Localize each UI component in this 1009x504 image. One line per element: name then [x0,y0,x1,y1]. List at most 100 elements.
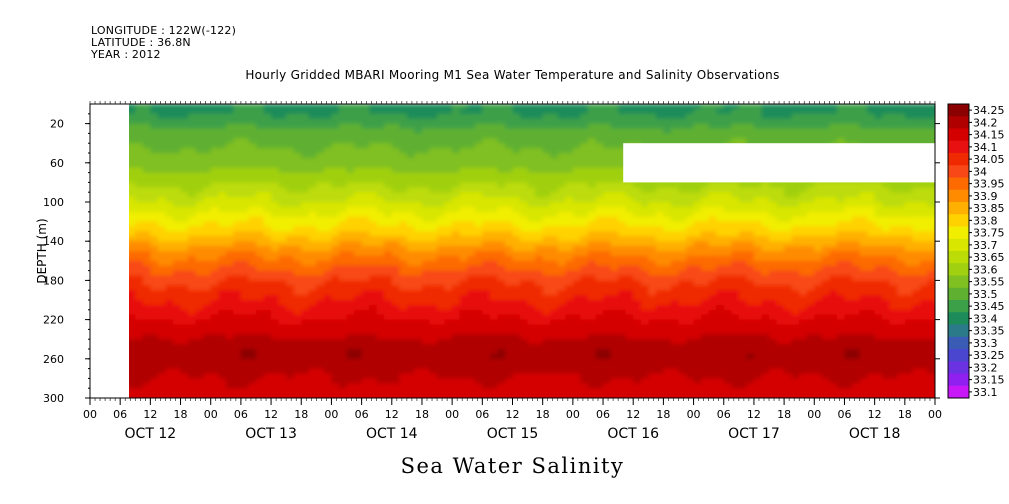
colorbar-swatch [948,153,969,166]
x-tick-label: 00 [204,408,218,421]
colorbar-swatch [948,226,969,240]
x-tick-label: 00 [807,408,821,421]
colorbar-swatch [948,385,969,399]
salinity-field [90,104,935,398]
colorbar-swatch [948,287,969,301]
colorbar-label: 33.1 [973,386,998,399]
y-axis-label: DEPTH (m) [35,218,49,283]
colorbar-swatch [948,238,969,252]
x-tick-label: 12 [143,408,157,421]
year-label: YEAR : 2012 [91,48,161,61]
x-tick-label: 18 [656,408,670,421]
colorbar-label: 33.65 [973,251,1005,264]
colorbar-label: 33.45 [973,300,1005,313]
x-tick-label: 00 [687,408,701,421]
x-tick-label: 06 [717,408,731,421]
colorbar-label: 33.2 [973,361,998,374]
colorbar-swatch [948,300,969,313]
x-tick-label: 18 [294,408,308,421]
colorbar-label: 34.25 [973,104,1005,117]
colorbar-swatch [948,177,969,191]
x-tick-label: 06 [113,408,127,421]
colorbar-label: 34 [973,165,987,178]
x-tick-label: 06 [475,408,489,421]
colorbar-label: 33.55 [973,276,1005,289]
colorbar-label: 34.05 [973,153,1005,166]
x-tick-label: 12 [264,408,278,421]
colorbar-label: 33.8 [973,214,998,227]
variable-title: Sea Water Salinity [400,454,625,478]
missing-data-block [623,143,935,183]
no-data-start [90,104,125,398]
y-tick-label: 100 [43,196,64,209]
colorbar-label: 33.25 [973,349,1005,362]
x-tick-label: 00 [83,408,97,421]
colorbar-label: 33.9 [973,190,998,203]
x-tick-label: 00 [928,408,942,421]
salinity-contours [129,104,935,398]
x-tick-label: 00 [445,408,459,421]
colorbar-label: 33.35 [973,325,1005,338]
y-tick-label: 220 [43,314,64,327]
x-tick-label: 12 [626,408,640,421]
colorbar-label: 33.4 [973,312,998,325]
x-tick-label: 12 [868,408,882,421]
x-day-label: OCT 15 [487,426,539,442]
x-tick-label: 12 [506,408,520,421]
x-tick-label: 12 [747,408,761,421]
colorbar-swatch [948,104,969,117]
x-day-label: OCT 14 [366,426,418,442]
x-day-label: OCT 18 [849,426,901,442]
colorbar-swatch [948,263,969,276]
x-tick-label: 00 [324,408,338,421]
colorbar-swatch [948,275,969,289]
colorbar-swatch [948,336,969,350]
colorbar-label: 34.2 [973,116,998,129]
colorbar-swatch [948,312,969,325]
colorbar-swatch [948,165,969,178]
y-tick-label: 260 [43,353,64,366]
x-tick-label: 06 [234,408,248,421]
colorbar-swatch [948,202,969,215]
x-tick-label: 06 [596,408,610,421]
colorbar-swatch [948,324,969,338]
colorbar-swatch [948,251,969,264]
x-tick-label: 18 [777,408,791,421]
colorbar-label: 34.1 [973,141,998,154]
colorbar-label: 33.5 [973,288,998,301]
colorbar-swatch [948,349,969,362]
colorbar-swatch [948,214,969,227]
x-tick-label: 00 [566,408,580,421]
x-day-label: OCT 12 [125,426,177,442]
colorbar-swatch [948,189,969,203]
x-tick-label: 18 [174,408,188,421]
chart-title: Hourly Gridded MBARI Mooring M1 Sea Wate… [245,68,780,82]
colorbar-label: 33.6 [973,263,998,276]
x-day-label: OCT 17 [728,426,780,442]
colorbar-label: 34.15 [973,129,1005,142]
colorbar-frame [947,103,970,399]
y-tick-label: 60 [50,157,64,170]
latitude-label: LATITUDE : 36.8N [91,36,191,49]
colorbar-label: 33.3 [973,337,998,350]
colorbar-swatch [948,373,969,387]
y-tick-label: 180 [43,274,64,287]
colorbar-label: 33.85 [973,202,1005,215]
x-tick-label: 12 [385,408,399,421]
colorbar-swatch [948,140,969,154]
x-tick-label: 06 [837,408,851,421]
colorbar-label: 33.95 [973,178,1005,191]
longitude-label: LONGITUDE : 122W(-122) [91,24,237,37]
colorbar-swatch [948,128,969,142]
y-tick-label: 20 [50,118,64,131]
colorbar-swatch [948,116,969,129]
colorbar-label: 33.15 [973,374,1005,387]
colorbar-swatch [948,361,969,374]
x-tick-label: 06 [355,408,369,421]
y-tick-label: 140 [43,235,64,248]
x-tick-label: 18 [898,408,912,421]
x-day-label: OCT 16 [607,426,659,442]
y-tick-label: 300 [43,392,64,405]
x-tick-label: 18 [536,408,550,421]
